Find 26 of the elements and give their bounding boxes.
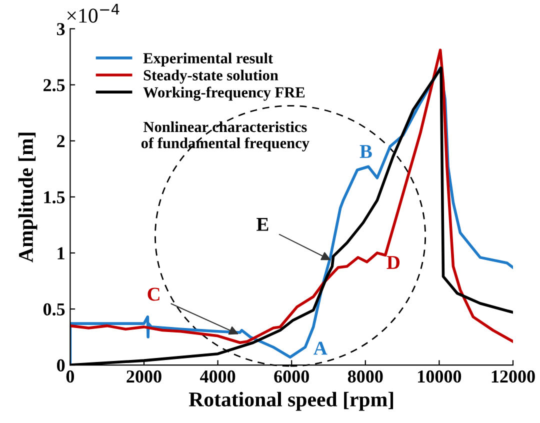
x-tick-label: 6000 [274,370,309,383]
y-tick-label: 2.5 [44,79,65,92]
y-tick-label: 1 [58,247,64,260]
annotation: C [148,288,160,301]
annotation: A [314,342,328,355]
legend-label: Steady-state solution [144,70,278,84]
annotation: B [360,145,372,158]
x-tick-label: 8000 [348,370,383,383]
legend-label: Experimental result [143,52,273,67]
x-axis-title: Rotational speed [rpm] [188,392,394,411]
x-tick-label: 0 [66,370,74,383]
y-axis-title: Amplitude [m] [18,132,38,262]
x-tick-label: 4000 [200,370,236,383]
y-tick-label: 0.5 [43,303,65,316]
x-tick-label: 12000 [492,370,535,383]
x-tick-label: 2000 [126,370,162,383]
annotation: D [386,256,400,269]
y-tick-label: 3 [56,23,65,36]
text: ×10$^{−4}$ [67,4,120,23]
legend-label: Working-frequency FRE [143,86,305,101]
annotation: E [256,218,268,231]
y-tick-label: 1.5 [44,191,65,204]
y-tick-label: 0 [57,359,65,372]
x-tick-label: 10000 [418,370,462,383]
annotation: Nonlinear characteristics of fundamental frequency [141,121,310,152]
y-tick-label: 2 [57,135,65,148]
